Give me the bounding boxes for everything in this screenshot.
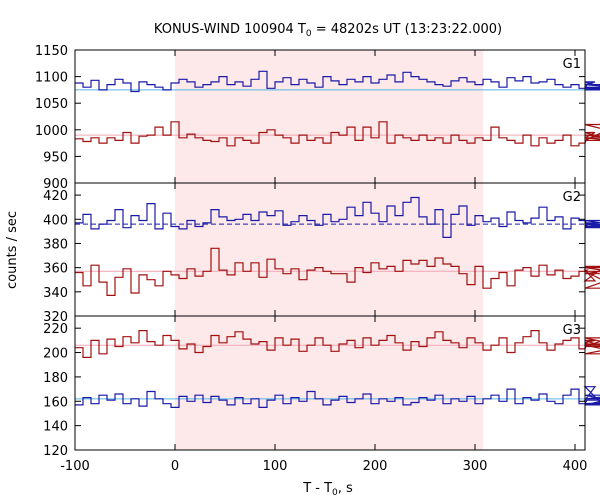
ytick-label-g2-400: 400 [43, 213, 68, 228]
y-axis-label: counts / sec [5, 211, 20, 289]
xtick-label-400: 400 [563, 459, 588, 474]
xtick-label-200: 200 [363, 459, 388, 474]
ytick-label-g1-900: 900 [43, 177, 68, 192]
shaded-interval-g2 [175, 183, 483, 316]
series-g1-1 [75, 121, 600, 147]
ytick-label-g2-340: 340 [43, 286, 68, 301]
x-axis-label: T - T0, s [302, 481, 353, 498]
ytick-label-g2-360: 360 [43, 262, 68, 277]
series-g3-1 [75, 386, 600, 408]
series-g3-0 [75, 330, 600, 358]
ytick-label-g1-1150: 1150 [35, 44, 68, 59]
xtick-label-300: 300 [463, 459, 488, 474]
xtick-label-100: 100 [263, 459, 288, 474]
ytick-label-g3-180: 180 [43, 371, 68, 386]
series-g2-1 [75, 247, 600, 296]
ytick-label-g1-1100: 1100 [35, 71, 68, 86]
ytick-label-g1-1000: 1000 [35, 124, 68, 139]
ytick-label-g2-380: 380 [43, 237, 68, 252]
chart-title: KONUS-WIND 100904 T0 = 48202s UT (13:23:… [154, 22, 502, 39]
ytick-label-g1-1050: 1050 [35, 97, 68, 112]
ytick-label-g3-120: 120 [43, 444, 68, 459]
panel-label-g3: G3 [563, 323, 581, 338]
xtick-label--100: -100 [60, 459, 90, 474]
xtick-label-0: 0 [171, 459, 179, 474]
ytick-label-g2-420: 420 [43, 189, 68, 204]
shaded-interval-g3 [175, 316, 483, 450]
series-g2-0 [75, 196, 600, 238]
panel-frame-g3 [74, 315, 586, 451]
ytick-label-g3-160: 160 [43, 395, 68, 410]
series-g1-0 [75, 70, 600, 93]
plot-area: 9009501000105011001150G13203403603804004… [35, 44, 600, 474]
panel-label-g2: G2 [563, 190, 581, 205]
ytick-label-g3-200: 200 [43, 347, 68, 362]
panel-label-g1: G1 [563, 57, 581, 72]
ytick-label-g2-320: 320 [43, 310, 68, 325]
shaded-interval-g1 [175, 50, 483, 183]
ytick-label-g3-140: 140 [43, 420, 68, 435]
ytick-label-g3-220: 220 [43, 322, 68, 337]
ytick-label-g1-950: 950 [43, 150, 68, 165]
